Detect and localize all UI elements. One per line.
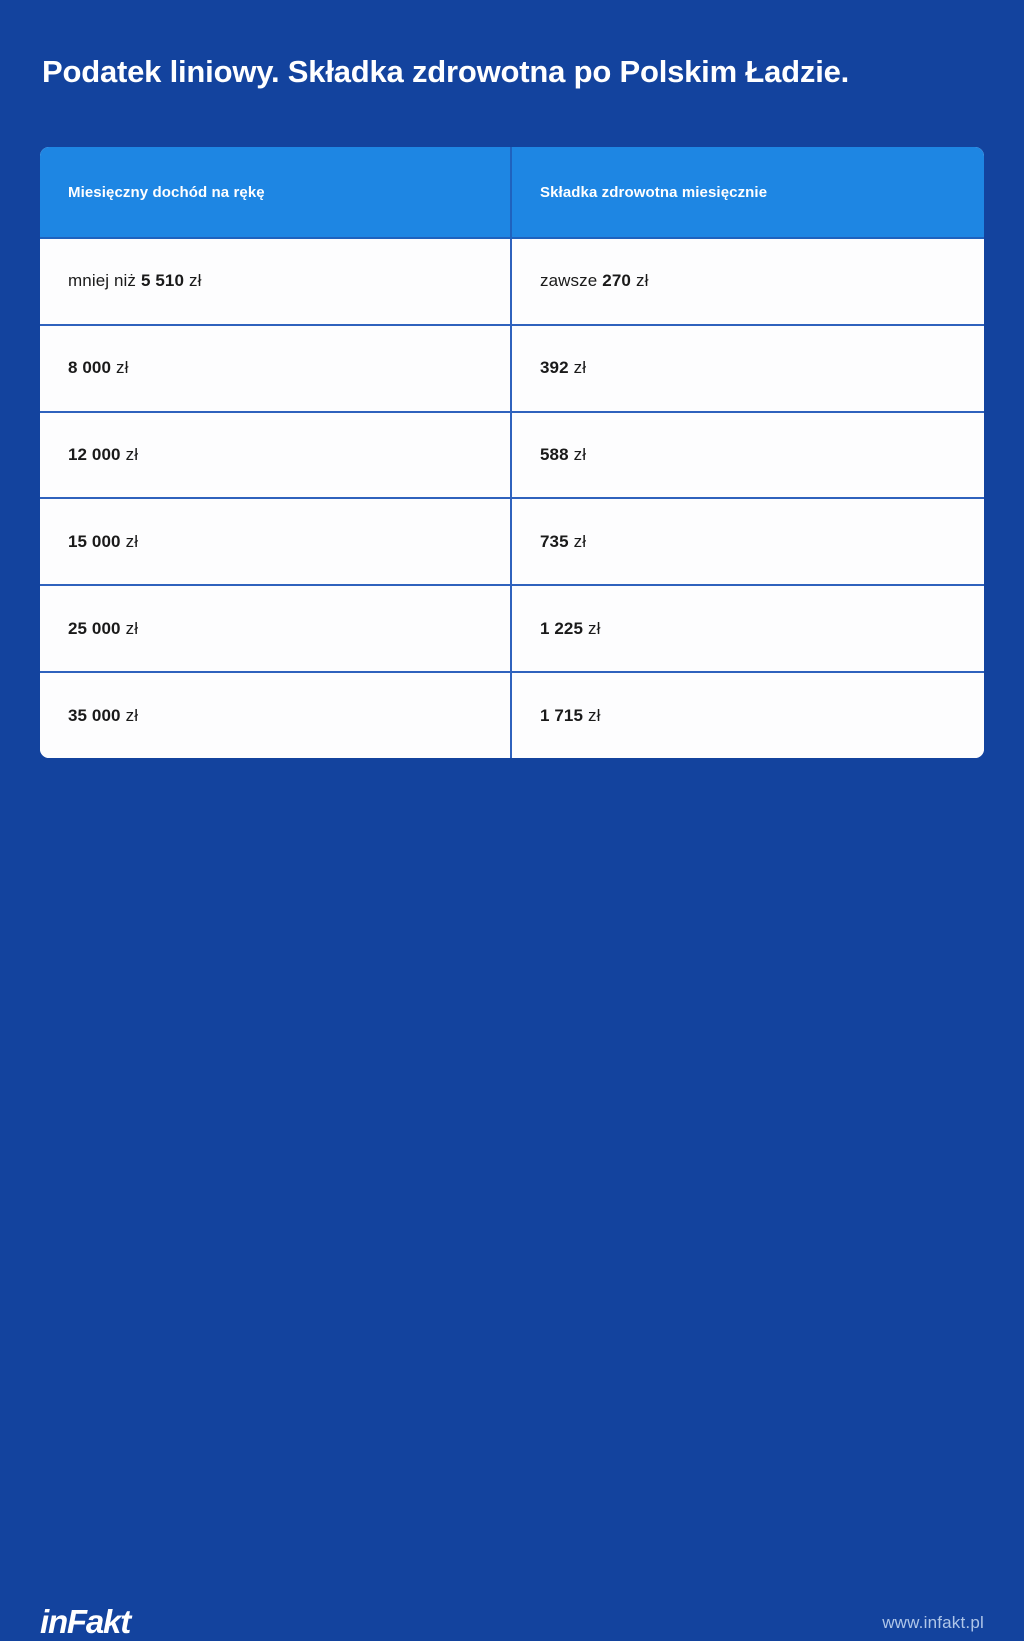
cell-currency-unit: zł — [635, 271, 649, 291]
cell-income: 8 000 zł — [40, 325, 512, 411]
cell-lead-text: zawsze — [540, 271, 598, 291]
table-row: 35 000 zł 1 715 zł — [40, 671, 984, 758]
cell-income: 12 000 zł — [40, 412, 512, 498]
table-row: 8 000 zł 392 zł — [40, 323, 984, 411]
cell-amount: 1 715 — [540, 705, 584, 725]
cell-amount: 35 000 — [68, 705, 121, 725]
table-row: 25 000 zł 1 225 zł — [40, 584, 984, 672]
cell-currency-unit: zł — [116, 358, 129, 378]
footer: inFakt www.infakt.pl — [0, 795, 1024, 1640]
cell-contribution: zawsze 270 zł — [512, 239, 984, 324]
table-row: mniej niż 5 510 zł zawsze 270 zł — [40, 237, 984, 324]
cell-amount: 735 — [540, 531, 569, 551]
cell-contribution: 735 zł — [512, 499, 984, 584]
cell-currency-unit: zł — [573, 445, 587, 465]
infographic-page: Podatek liniowy. Składka zdrowotna po Po… — [0, 54, 1024, 1640]
website-url[interactable]: www.infakt.pl — [882, 1613, 984, 1632]
cell-income: 25 000 zł — [40, 586, 512, 672]
cell-lead-text: mniej niż — [68, 271, 136, 291]
cell-currency-unit: zł — [125, 705, 139, 725]
cell-amount: 588 — [540, 445, 569, 465]
cell-contribution: 1 715 zł — [512, 673, 984, 758]
cell-amount: 25 000 — [68, 618, 121, 638]
cell-amount: 8 000 — [68, 358, 112, 378]
table-row: 12 000 zł 588 zł — [40, 410, 984, 498]
cell-currency-unit: zł — [125, 531, 139, 551]
cell-currency-unit: zł — [588, 618, 601, 638]
table-row: 15 000 zł 735 zł — [40, 497, 984, 585]
contribution-table: Miesięczny dochód na rękę Składka zdrowo… — [40, 147, 984, 758]
page-title: Podatek liniowy. Składka zdrowotna po Po… — [42, 54, 850, 89]
cell-contribution: 392 zł — [512, 326, 984, 411]
column-header-income: Miesięczny dochód na rękę — [40, 147, 512, 237]
column-header-contribution: Składka zdrowotna miesięcznie — [540, 183, 768, 201]
cell-currency-unit: zł — [588, 705, 601, 725]
cell-income: mniej niż 5 510 zł — [40, 239, 512, 324]
table-header-row: Miesięczny dochód na rękę Składka zdrowo… — [40, 147, 984, 237]
infakt-logo: inFakt — [40, 1603, 131, 1640]
cell-income: 35 000 zł — [40, 673, 512, 758]
cell-income: 15 000 zł — [40, 499, 512, 585]
cell-amount: 1 225 — [540, 618, 584, 638]
cell-currency-unit: zł — [189, 271, 202, 291]
cell-amount: 392 — [540, 358, 569, 378]
cell-currency-unit: zł — [125, 445, 139, 465]
table-body: mniej niż 5 510 zł zawsze 270 zł 8 000 zł 392 zł 1… — [40, 237, 984, 758]
cell-amount: 5 510 — [140, 271, 185, 291]
cell-amount: 12 000 — [68, 445, 121, 465]
cell-contribution: 1 225 zł — [512, 586, 984, 671]
cell-amount: 270 — [602, 271, 631, 291]
cell-amount: 15 000 — [68, 531, 121, 551]
cell-contribution: 588 zł — [512, 413, 984, 498]
cell-currency-unit: zł — [125, 618, 139, 638]
cell-currency-unit: zł — [573, 358, 587, 378]
cell-currency-unit: zł — [573, 531, 587, 551]
